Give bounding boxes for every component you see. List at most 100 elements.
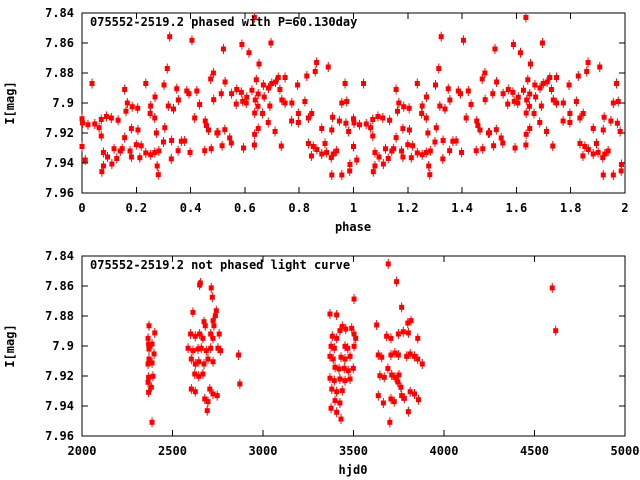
data-point bbox=[346, 126, 352, 137]
data-point bbox=[79, 141, 85, 152]
data-point bbox=[432, 80, 438, 90]
data-point bbox=[339, 98, 345, 108]
data-point bbox=[336, 363, 342, 374]
data-point bbox=[408, 315, 414, 326]
data-point bbox=[319, 149, 325, 159]
data-point bbox=[385, 363, 391, 374]
data-point bbox=[394, 106, 400, 117]
x-tick-label: 2 bbox=[621, 201, 628, 215]
data-point bbox=[111, 143, 117, 154]
data-point bbox=[566, 80, 572, 90]
data-point bbox=[324, 147, 330, 158]
data-point bbox=[202, 320, 208, 331]
data-point bbox=[600, 125, 606, 135]
data-point bbox=[204, 405, 210, 416]
data-point bbox=[215, 343, 221, 354]
data-point bbox=[447, 145, 453, 156]
data-point bbox=[465, 86, 471, 96]
data-point bbox=[98, 131, 104, 141]
data-point bbox=[295, 117, 301, 128]
y-tick-label: 7.86 bbox=[45, 279, 74, 293]
data-point bbox=[253, 74, 259, 85]
x-tick-label: 1.8 bbox=[560, 201, 582, 215]
data-point bbox=[175, 145, 181, 156]
data-point bbox=[108, 113, 114, 123]
data-point bbox=[252, 129, 258, 140]
data-point bbox=[196, 371, 202, 382]
data-point bbox=[82, 155, 88, 165]
data-point bbox=[601, 112, 607, 123]
data-point bbox=[115, 115, 121, 126]
data-point bbox=[312, 66, 318, 77]
data-point bbox=[426, 161, 432, 171]
data-point bbox=[567, 117, 573, 128]
data-point bbox=[239, 39, 245, 50]
data-point bbox=[602, 149, 608, 159]
x-tick-label: 0.2 bbox=[125, 201, 147, 215]
data-point bbox=[256, 59, 262, 69]
data-point bbox=[160, 137, 166, 147]
data-point bbox=[265, 117, 271, 128]
data-point bbox=[152, 327, 158, 338]
data-point bbox=[272, 126, 278, 137]
data-point bbox=[240, 96, 246, 107]
data-point bbox=[374, 320, 380, 330]
data-point bbox=[209, 292, 215, 303]
data-point bbox=[554, 98, 560, 108]
data-point bbox=[314, 144, 320, 155]
data-point bbox=[528, 59, 534, 69]
data-point bbox=[505, 84, 511, 95]
data-point bbox=[105, 152, 111, 162]
data-point bbox=[399, 302, 405, 313]
data-point bbox=[188, 384, 194, 395]
data-point bbox=[356, 119, 362, 130]
data-point bbox=[114, 153, 120, 164]
data-point bbox=[252, 108, 258, 119]
data-point bbox=[149, 357, 155, 368]
data-point bbox=[525, 74, 531, 85]
data-point bbox=[477, 125, 483, 135]
data-point bbox=[277, 84, 283, 95]
data-point bbox=[249, 85, 255, 96]
data-point bbox=[375, 390, 381, 401]
data-point bbox=[531, 108, 537, 119]
data-point bbox=[427, 169, 433, 180]
x-tick-label: 0.8 bbox=[288, 201, 310, 215]
data-point bbox=[208, 343, 214, 354]
y-tick-label: 7.88 bbox=[45, 66, 74, 80]
x-tick-label: 1 bbox=[350, 201, 357, 215]
data-point bbox=[210, 333, 216, 344]
data-point bbox=[419, 149, 425, 160]
x-tick-label: 0.6 bbox=[234, 201, 256, 215]
data-point bbox=[330, 354, 336, 365]
data-point bbox=[210, 356, 216, 367]
data-point bbox=[304, 71, 310, 81]
data-point bbox=[282, 98, 288, 108]
data-point bbox=[510, 39, 516, 50]
data-point bbox=[154, 161, 160, 171]
data-point bbox=[401, 101, 407, 112]
data-point bbox=[186, 88, 192, 99]
data-point bbox=[405, 327, 411, 338]
data-point bbox=[342, 341, 348, 352]
data-point bbox=[222, 77, 228, 87]
data-point bbox=[400, 123, 406, 134]
data-point bbox=[251, 140, 257, 150]
data-point bbox=[401, 393, 407, 404]
data-point bbox=[210, 68, 216, 78]
data-point bbox=[175, 95, 181, 105]
data-point bbox=[440, 135, 446, 146]
data-point bbox=[152, 113, 158, 123]
data-point bbox=[208, 74, 214, 84]
data-point bbox=[436, 63, 442, 74]
data-point bbox=[341, 363, 347, 374]
data-point bbox=[553, 325, 559, 336]
data-point bbox=[595, 147, 601, 158]
data-point bbox=[479, 74, 485, 84]
data-point bbox=[255, 101, 261, 112]
data-point bbox=[575, 71, 581, 81]
data-point bbox=[260, 108, 266, 119]
data-point bbox=[207, 384, 213, 395]
data-point bbox=[387, 417, 393, 428]
data-point bbox=[192, 386, 198, 397]
